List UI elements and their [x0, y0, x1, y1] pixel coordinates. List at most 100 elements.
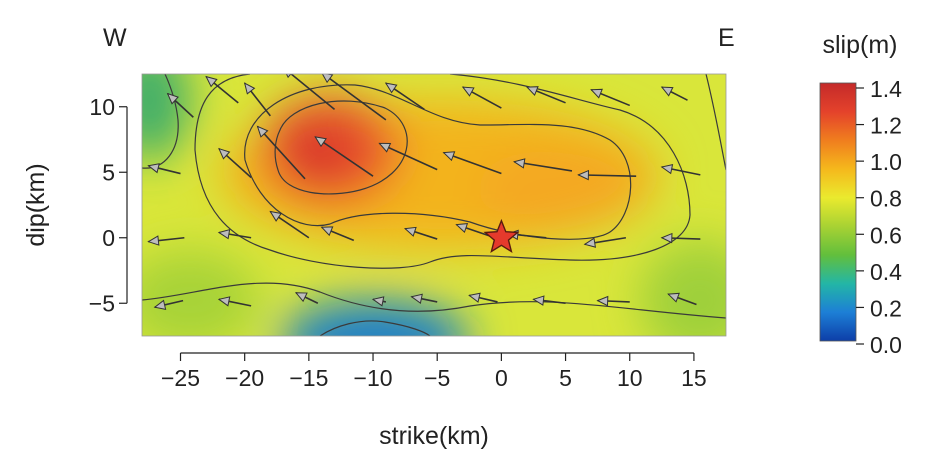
slip-vector-head [455, 223, 469, 234]
colorbar-tick-label: 0.6 [870, 222, 902, 248]
slip-vector [147, 235, 185, 246]
slip-vector [403, 226, 438, 240]
contour-0-8 [244, 84, 632, 240]
slip-vector-head [294, 292, 308, 303]
slip-vector-head [147, 163, 160, 174]
x-tick-label: 5 [559, 365, 572, 391]
y-axis-title: dip(km) [22, 163, 50, 246]
slip-vector [590, 88, 631, 107]
slip-vectors [147, 74, 701, 310]
colorbar-tick-label: 0.4 [870, 259, 902, 285]
x-tick-label: 0 [495, 365, 508, 391]
slip-vector [410, 293, 438, 304]
slip-vector-head [166, 92, 179, 105]
slip-vector [442, 151, 502, 175]
slip-vector-head [147, 235, 160, 246]
slip-vector [371, 296, 387, 307]
slip-blob-core [283, 124, 353, 180]
axes: −25 −20 −15 −10 −5 0 5 10 15 −5 0 5 10 [89, 94, 707, 391]
hypocenter [483, 218, 520, 254]
slip-vector-head [525, 86, 539, 96]
slip-vector [461, 86, 502, 109]
slip-vector-head [218, 147, 231, 160]
slip-vector-head [256, 125, 269, 138]
colorbar-tick-label: 1.0 [870, 149, 902, 175]
x-tick-label: −10 [354, 365, 393, 391]
slip-vector [384, 82, 425, 111]
slip-vector-head [403, 226, 417, 237]
colorbar-tick-label: 0.8 [870, 186, 902, 212]
slip-vector [285, 74, 336, 110]
slip-vector-head [321, 74, 334, 84]
y-tick-label: 5 [102, 159, 115, 185]
contour-1-0 [274, 100, 408, 195]
slip-vector [314, 136, 374, 177]
colorbar-gradient [819, 82, 857, 342]
slip-vector [217, 228, 252, 240]
slip-vector [321, 74, 387, 121]
slip-vector-head [384, 82, 398, 94]
slip-vector [577, 169, 637, 181]
x-tick-label: −5 [424, 365, 450, 391]
slip-vector [243, 82, 271, 117]
slip-field [142, 74, 726, 336]
slip-vector-head [468, 292, 481, 303]
y-tick-label: 0 [102, 225, 115, 251]
slip-vector-head [378, 142, 392, 153]
slip-vector-head [153, 299, 167, 310]
colorbar-tick-label: 1.2 [870, 113, 902, 139]
slip-heatmap [142, 74, 726, 336]
slip-vector [596, 295, 630, 307]
x-tick-label: 10 [617, 365, 643, 391]
contour-0-4 [142, 282, 726, 319]
slip-vector-head [660, 163, 674, 175]
x-axis-title: strike(km) [379, 422, 489, 450]
slip-vector [378, 142, 438, 171]
slip-vector-head [596, 295, 609, 307]
slip-vector-head [320, 226, 334, 237]
slip-vector-head [583, 237, 597, 248]
slip-vector [513, 158, 573, 172]
slip-blob-low-south [280, 300, 470, 336]
slip-vector-head [532, 295, 545, 306]
colorbar-tick-label: 1.4 [870, 76, 902, 102]
slip-vector [147, 163, 181, 175]
slip-vector-head [577, 169, 590, 181]
slip-vector-head [314, 136, 327, 148]
colorbar: slip(m) 1.4 1.2 1.0 0.8 0.6 0.4 0.2 0.0 [819, 31, 902, 358]
x-tick-label: −15 [289, 365, 328, 391]
slip-vector [205, 75, 239, 104]
slip-vector-head [205, 75, 218, 88]
contour-0-4-ne [705, 74, 726, 171]
east-label: E [718, 24, 735, 52]
slip-vector [256, 125, 306, 180]
x-tick-label: 15 [681, 365, 707, 391]
y-tick-label: 10 [89, 94, 115, 120]
slip-vector-head [442, 151, 456, 162]
slip-vector-head [660, 86, 674, 97]
slip-vector [525, 86, 566, 104]
slip-vector-head [217, 296, 231, 307]
x-tick-label: −20 [225, 365, 264, 391]
slip-blob-mid-west [142, 250, 260, 336]
west-label: W [103, 24, 127, 52]
slip-vector [218, 147, 252, 179]
slip-vector-head [243, 82, 256, 95]
slip-vector [660, 86, 688, 101]
slip-blob-orange-east [475, 148, 645, 232]
slip-blob-low-nw [142, 74, 190, 160]
slip-vector [294, 292, 319, 304]
slip-vector-head [285, 74, 292, 79]
slip-vector-head [217, 228, 231, 240]
contour-0-6 [194, 74, 691, 269]
slip-vector-head [667, 292, 680, 303]
slip-vector [667, 292, 697, 306]
colorbar-tick-label: 0.2 [870, 295, 902, 321]
hypocenter-star [483, 218, 520, 254]
plot-frame [141, 73, 727, 337]
slip-vector-head [410, 293, 423, 304]
slip-vector-head [269, 210, 282, 222]
x-tick-label: −25 [161, 365, 200, 391]
colorbar-title: slip(m) [823, 31, 898, 59]
slip-vector [660, 163, 701, 176]
